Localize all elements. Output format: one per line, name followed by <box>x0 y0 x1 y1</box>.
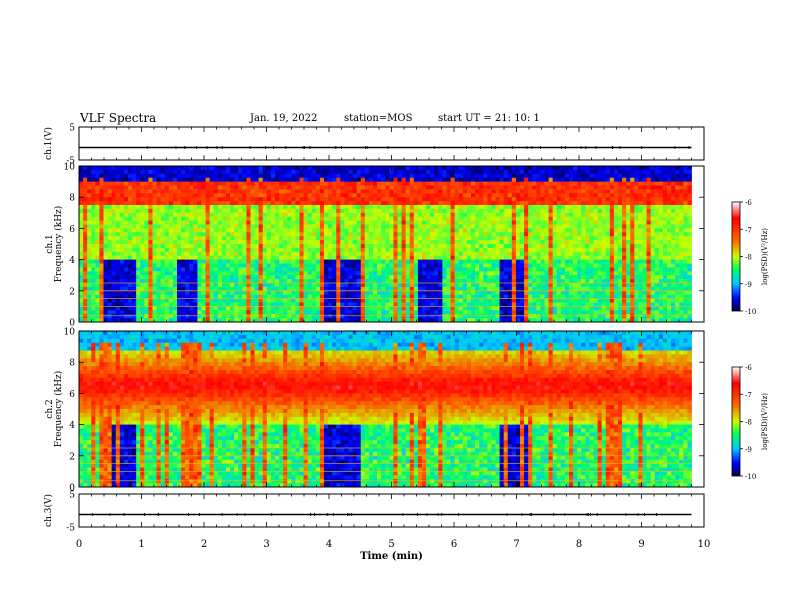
station-label: station=MOS <box>344 113 413 124</box>
plot-title: VLF Spectra <box>80 111 157 125</box>
x-tick-label: 6 <box>451 539 457 550</box>
colorbar-tick-label: -10 <box>745 473 756 481</box>
ch2-spectrogram-colorbar <box>731 366 741 477</box>
y-tick-label: -5 <box>66 524 75 534</box>
colorbar-tick-label: -9 <box>745 281 752 289</box>
x-tick-label: 9 <box>638 539 644 550</box>
colorbar-tick-label: -9 <box>745 446 752 454</box>
start-time-label: start UT = 21: 10: 1 <box>438 113 540 124</box>
y-axis-label: Frequency (kHz) <box>53 206 64 283</box>
x-tick-label: 7 <box>513 539 519 550</box>
y-axis-label: ch.2 <box>45 399 55 418</box>
y-tick-label: 10 <box>64 163 76 173</box>
y-tick-label: 6 <box>69 390 75 400</box>
x-tick-label: 10 <box>698 539 711 550</box>
y-tick-label: 5 <box>69 124 75 134</box>
colorbar-tick-label: -7 <box>745 226 752 234</box>
y-tick-label: 4 <box>69 421 75 431</box>
colorbar-label: log(PSD)(V²/Hz) <box>761 228 769 285</box>
x-tick-label: 4 <box>326 539 332 550</box>
date-label: Jan. 19, 2022 <box>250 113 318 124</box>
colorbar-tick-label: -7 <box>745 391 752 399</box>
colorbar-tick-label: -6 <box>745 199 752 207</box>
y-tick-label: 8 <box>69 194 75 204</box>
y-tick-label: 0 <box>69 319 75 329</box>
y-axis-label: Frequency (kHz) <box>53 371 64 448</box>
y-tick-label: -5 <box>66 157 75 167</box>
y-tick-label: 0 <box>69 484 75 494</box>
y-axis-label: ch.3(V) <box>43 494 54 527</box>
colorbar-tick-label: -6 <box>745 364 752 372</box>
y-tick-label: 2 <box>69 287 75 297</box>
y-tick-label: 8 <box>69 359 75 369</box>
colorbar-label: log(PSD)(V²/Hz) <box>761 393 769 450</box>
colorbar-tick-label: -8 <box>745 254 752 262</box>
y-axis-label: ch.1 <box>45 234 55 253</box>
colorbar-tick-label: -10 <box>745 308 756 316</box>
x-tick-label: 3 <box>263 539 269 550</box>
y-tick-label: 2 <box>69 452 75 462</box>
x-tick-label: 0 <box>76 539 82 550</box>
colorbar-tick-label: -8 <box>745 419 752 427</box>
x-tick-label: 8 <box>576 539 582 550</box>
y-tick-label: 6 <box>69 225 75 235</box>
x-tick-label: 1 <box>138 539 144 550</box>
y-tick-label: 5 <box>69 491 75 501</box>
ch1-spectrogram-image <box>79 166 692 323</box>
y-tick-label: 10 <box>64 328 76 338</box>
x-tick-label: 5 <box>388 539 394 550</box>
x-tick-label: 2 <box>201 539 207 550</box>
ch1-spectrogram-colorbar <box>731 201 741 312</box>
y-axis-label: ch.1(V) <box>43 127 54 160</box>
ch2-spectrogram-image <box>79 331 692 488</box>
x-axis-label: Time (min) <box>360 551 423 562</box>
y-tick-label: 4 <box>69 256 75 266</box>
